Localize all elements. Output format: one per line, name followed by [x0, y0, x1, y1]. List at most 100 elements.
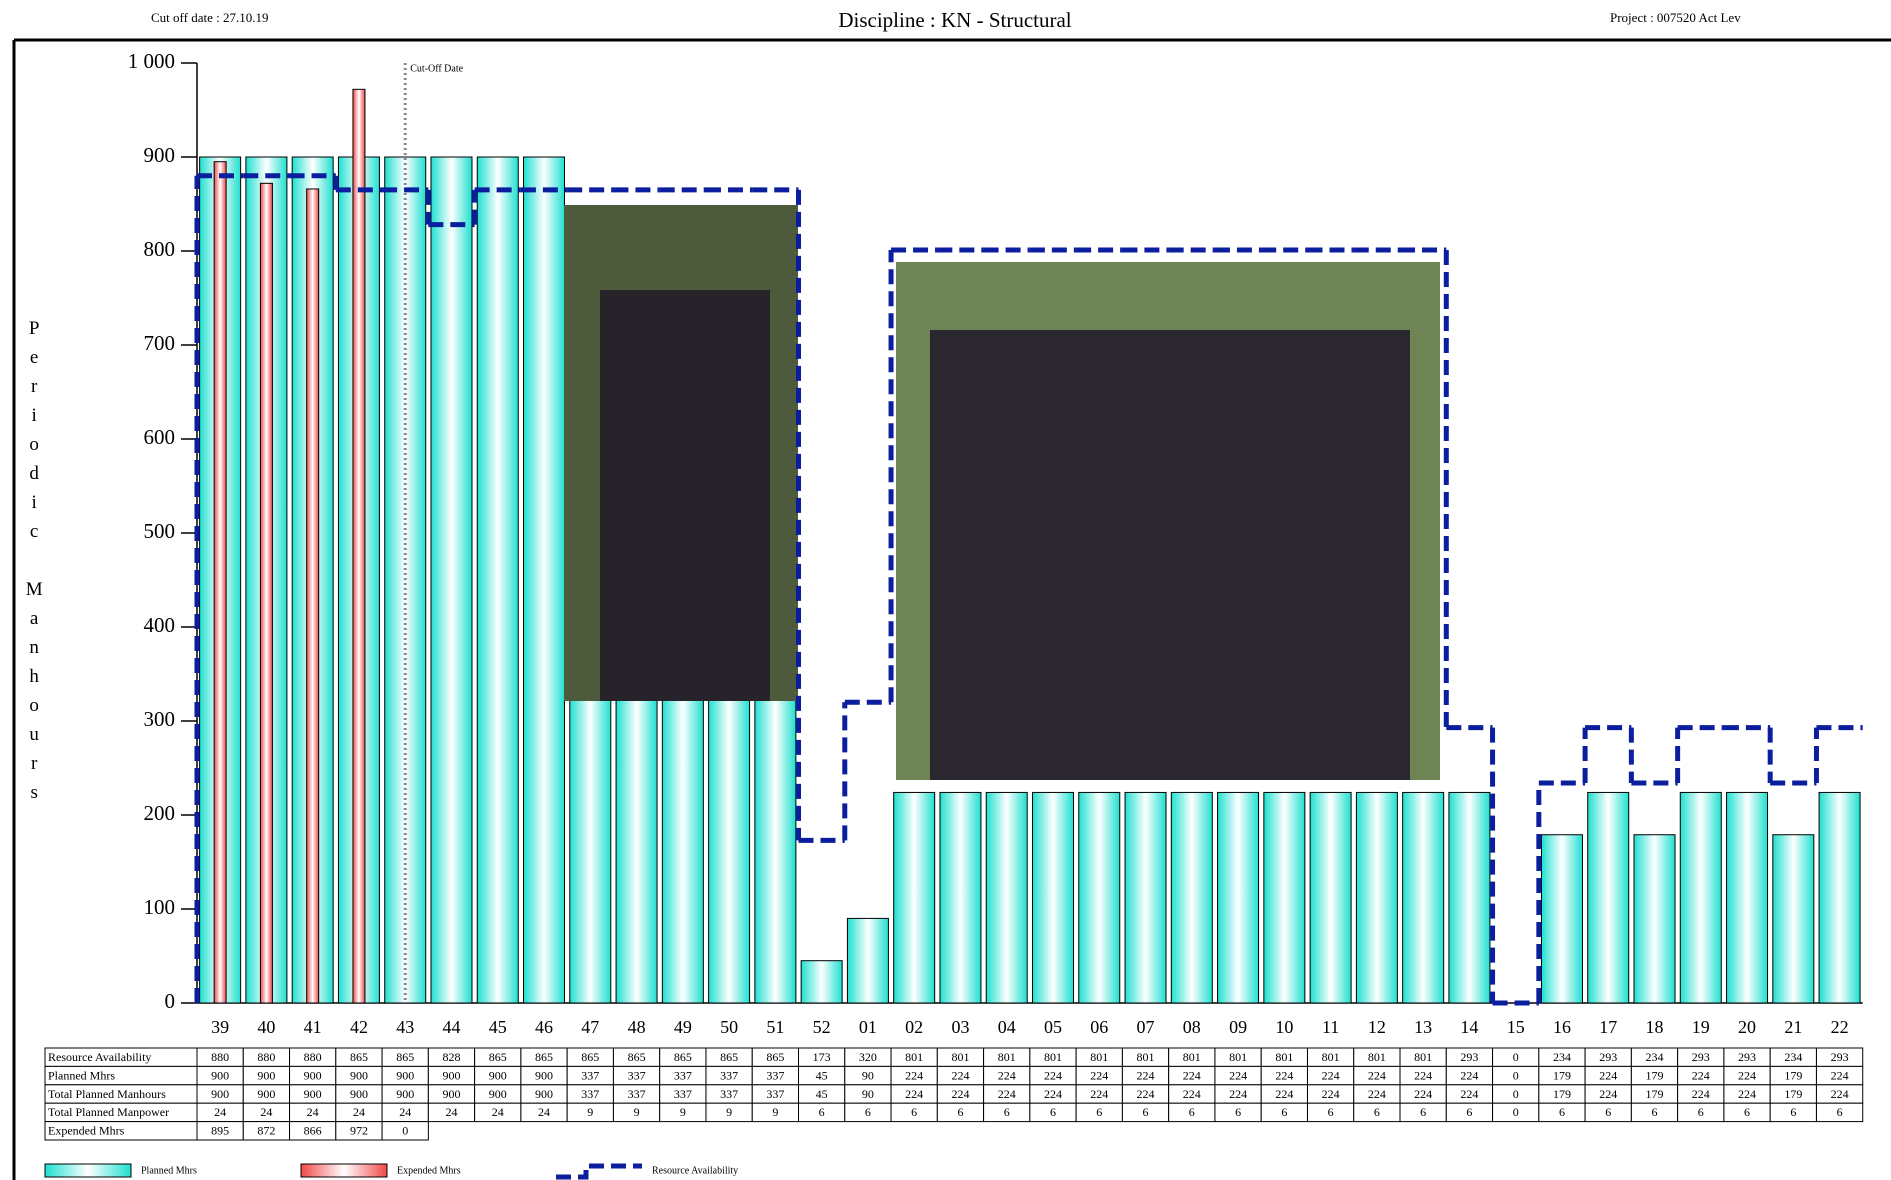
x-tick-label: 42	[350, 1017, 368, 1037]
planned-bar	[523, 156, 566, 1004]
table-value: 224	[1460, 1068, 1478, 1082]
planned-bar	[569, 685, 612, 1004]
x-tick-label: 50	[720, 1017, 738, 1037]
table-value: 224	[1137, 1087, 1155, 1101]
table-value: 234	[1553, 1050, 1571, 1064]
expended-bar	[259, 182, 273, 1004]
planned-bar	[476, 156, 519, 1004]
table-value: 801	[1368, 1050, 1386, 1064]
table-value: 801	[1322, 1050, 1340, 1064]
table-value: 865	[535, 1050, 553, 1064]
planned-bar	[1217, 791, 1260, 1004]
table-value: 865	[628, 1050, 646, 1064]
table-value: 801	[1137, 1050, 1155, 1064]
table-value: 224	[951, 1068, 969, 1082]
x-tick-label: 16	[1553, 1017, 1571, 1037]
x-tick-label: 48	[628, 1017, 646, 1037]
table-value: 865	[720, 1050, 738, 1064]
table-value: 224	[1229, 1068, 1247, 1082]
table-value: 6	[1420, 1105, 1426, 1119]
planned-bar	[1772, 834, 1815, 1004]
table-value: 224	[1229, 1087, 1247, 1101]
table-value: 179	[1646, 1068, 1664, 1082]
cut-off-label: Cut-Off Date	[410, 63, 463, 74]
x-tick-label: 44	[442, 1017, 460, 1037]
planned-bar	[1402, 791, 1445, 1004]
table-value: 6	[1281, 1105, 1287, 1119]
table-value: 0	[1513, 1068, 1519, 1082]
table-value: 801	[998, 1050, 1016, 1064]
planned-bar	[754, 685, 797, 1004]
table-value: 900	[350, 1087, 368, 1101]
x-tick-label: 06	[1090, 1017, 1108, 1037]
table-value: 224	[1044, 1068, 1062, 1082]
table-value: 9	[634, 1105, 640, 1119]
table-value: 179	[1646, 1087, 1664, 1101]
y-tick-label: 700	[144, 331, 176, 355]
table-value: 6	[1189, 1105, 1195, 1119]
planned-bar	[708, 685, 751, 1004]
table-value: 880	[257, 1050, 275, 1064]
y-tick-label: 900	[144, 143, 176, 167]
x-tick-label: 39	[211, 1017, 229, 1037]
table-value: 900	[396, 1087, 414, 1101]
table-value: 24	[492, 1105, 504, 1119]
legend-swatch	[44, 1163, 132, 1178]
table-value: 224	[1692, 1068, 1710, 1082]
table-value: 173	[813, 1050, 831, 1064]
table-value: 9	[772, 1105, 778, 1119]
table-value: 224	[1738, 1087, 1756, 1101]
table-value: 224	[1322, 1087, 1340, 1101]
table-value: 801	[1090, 1050, 1108, 1064]
project: Project : 007520 Act Lev	[1610, 10, 1741, 25]
planned-bar	[1633, 834, 1676, 1004]
table-value: 865	[674, 1050, 692, 1064]
table-value: 801	[905, 1050, 923, 1064]
table-value: 224	[905, 1087, 923, 1101]
x-tick-label: 43	[396, 1017, 414, 1037]
expended-bar	[306, 188, 320, 1004]
table-value: 872	[257, 1124, 275, 1138]
table-cell	[1815, 1102, 1864, 1123]
x-tick-label: 12	[1368, 1017, 1386, 1037]
x-tick-label: 20	[1738, 1017, 1756, 1037]
table-value: 801	[1275, 1050, 1293, 1064]
x-tick-label: 02	[905, 1017, 923, 1037]
table-value: 337	[628, 1087, 646, 1101]
legend-label: Resource Availability	[652, 1165, 738, 1176]
x-tick-label: 10	[1275, 1017, 1293, 1037]
table-value: 179	[1784, 1068, 1802, 1082]
table-value: 224	[1322, 1068, 1340, 1082]
plot: 0 100 200 300 400 500 600 700 800 900 1 000 39 40 41 4…	[128, 49, 1863, 1037]
table-value: 6	[1143, 1105, 1149, 1119]
table-value: 9	[587, 1105, 593, 1119]
table-value: 224	[1137, 1068, 1155, 1082]
planned-bar	[846, 917, 889, 1004]
photo-subject	[930, 330, 1410, 780]
table-value: 24	[307, 1105, 319, 1119]
x-tick-label: 49	[674, 1017, 692, 1037]
table-value: 224	[951, 1087, 969, 1101]
table-value: 6	[1374, 1105, 1380, 1119]
table-value: 0	[1513, 1105, 1519, 1119]
y-tick-label: 800	[144, 237, 176, 261]
planned-bar	[1540, 834, 1583, 1004]
table-value: 24	[353, 1105, 365, 1119]
planned-bar	[1679, 791, 1722, 1004]
table-value: 6	[1328, 1105, 1334, 1119]
table-value: 900	[211, 1068, 229, 1082]
table-value: 6	[819, 1105, 825, 1119]
expended-bar	[213, 161, 227, 1004]
planned-bar	[430, 156, 473, 1004]
table-value: 865	[766, 1050, 784, 1064]
table-value: 801	[1044, 1050, 1062, 1064]
table-value: 6	[865, 1105, 871, 1119]
table-value: 6	[1559, 1105, 1565, 1119]
table-value: 337	[674, 1068, 692, 1082]
table-value: 224	[1090, 1068, 1108, 1082]
y-axis-label: Periodic Manhours	[24, 318, 45, 811]
table-value: 293	[1460, 1050, 1478, 1064]
table-value: 24	[214, 1105, 226, 1119]
table-row-label: Total Planned Manpower	[48, 1105, 169, 1119]
